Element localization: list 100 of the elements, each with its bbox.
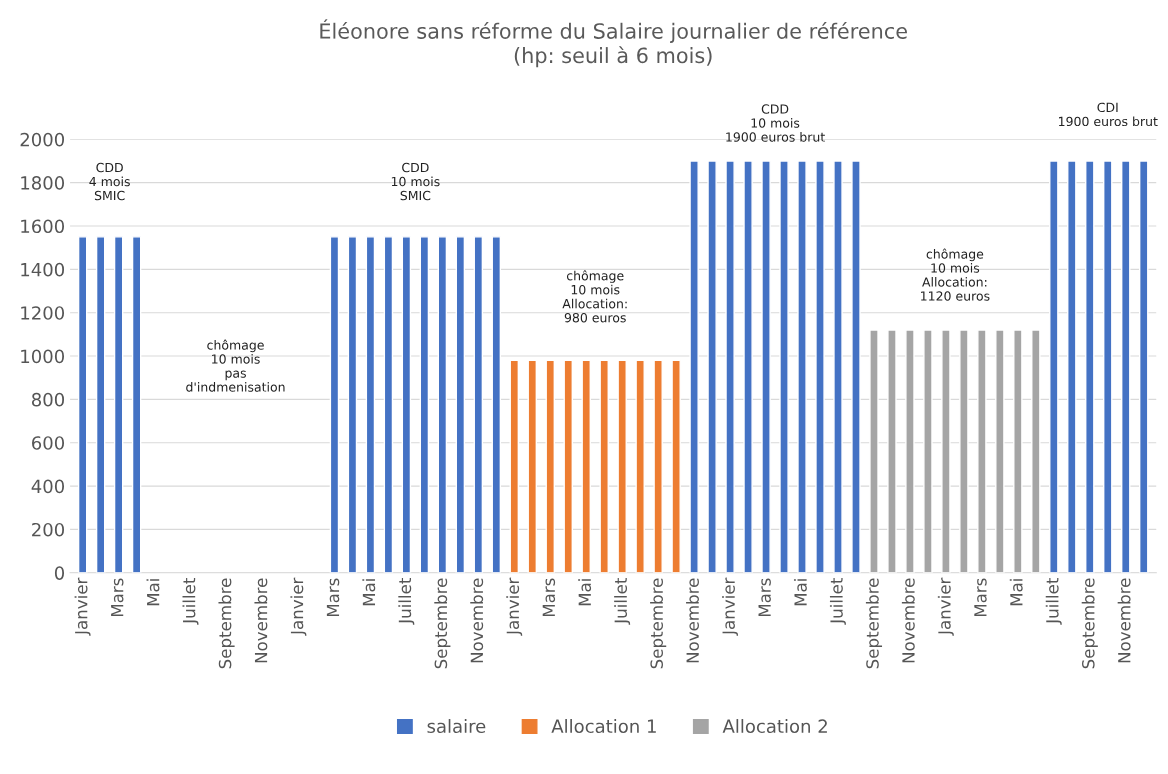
bar [1067,160,1077,573]
bar [581,359,591,573]
legend-label: Allocation 1 [551,719,656,734]
bar [851,160,861,573]
bar [977,329,987,573]
bar [95,236,106,573]
bar [653,359,663,573]
y-tick-label: 1800 [21,176,65,190]
bar [887,329,897,573]
bar [869,329,879,573]
x-tick-label: Mars [974,578,987,617]
bar [599,359,609,573]
bar [797,160,807,573]
bar [959,329,969,573]
bar [1103,160,1113,573]
annotation: CDD 4 mois SMIC [89,162,130,201]
annotation: chômage 10 mois Allocation: 1120 euros [921,248,990,301]
legend-label: salaire [427,719,486,734]
x-tick-label: Mars [326,578,340,617]
bar [617,359,627,573]
bar [1031,329,1041,573]
x-tick-label: Janvier [74,577,91,636]
y-tick-label: 200 [32,522,65,537]
y-tick-label: 1200 [21,306,65,320]
y-tick-label: 1600 [21,219,65,234]
annotation: CDD 10 mois 1900 euros brut [726,104,825,142]
x-tick-label: Septembre [1081,578,1098,669]
annotation: chômage 10 mois Allocation: 980 euros [562,270,627,323]
bar [743,160,753,573]
bar [995,329,1005,573]
bar [923,329,933,573]
bar [779,160,789,573]
x-tick-label: Mai [1009,579,1023,606]
x-tick-label: Mai [362,579,376,606]
bar [437,236,448,573]
x-tick-label: Juillet [614,578,631,625]
annotation: chômage 10 mois pas d'indmenisation [186,339,285,392]
x-tick-label: Janvier [722,577,739,636]
bar [419,236,430,573]
x-tick-label: Novembre [686,578,699,663]
bar [761,160,771,573]
bar [401,236,412,573]
bar [491,236,502,573]
x-tick-label: Juillet [398,578,415,625]
y-tick-label: 0 [54,566,65,580]
bar [545,359,555,573]
x-tick-label: Juillet [182,578,199,625]
x-tick-label: Mars [542,578,556,617]
x-tick-label: Novembre [901,578,915,663]
x-tick-label: Janvier [506,577,523,636]
bar [689,160,699,573]
y-tick-label: 2000 [20,132,65,147]
bar [383,236,394,573]
y-tick-label: 1400 [21,262,65,277]
x-tick-label: Janvier [937,577,954,636]
bar [347,236,358,573]
bar [707,160,717,573]
bar [1138,160,1149,573]
bar [527,359,538,573]
bar [905,329,915,573]
x-tick-label: Juillet [829,578,846,625]
x-tick-label: Mai [146,579,160,606]
bar [1013,329,1023,573]
bar [329,236,340,573]
bar [1121,160,1131,573]
bar [473,236,484,573]
y-tick-label: 800 [31,392,65,407]
x-tick-label: Septembre [865,578,883,669]
bar [941,329,951,573]
text: CDI 1900 euros brut [1058,102,1158,127]
legend-label: Allocation 2 [722,719,827,734]
y-tick-label: 400 [31,479,65,494]
bar [455,236,466,573]
x-tick-label: Septembre [434,578,451,669]
x-tick-label: Novembre [470,578,484,663]
bar [1085,160,1095,573]
bar [563,359,573,573]
bar [509,359,520,573]
bar [725,160,735,573]
annotation: CDD 10 mois SMIC [391,162,440,201]
bar [365,236,376,573]
bar [131,236,142,573]
bar [77,236,88,573]
bar [833,160,843,573]
x-tick-label: Mars [758,578,771,617]
bar [1049,160,1059,573]
bar [671,359,681,573]
y-tick-label: 600 [32,436,65,450]
x-tick-label: Septembre [218,578,235,669]
x-tick-label: Janvier [290,577,307,636]
bar [635,359,645,573]
chart-title: Éléonore sans réforme du Salaire journalier de référence (hp: seuil à 6 mois) [320,19,907,68]
x-tick-label: Septembre [650,578,667,669]
x-tick-label: Novembre [1117,578,1131,663]
y-tick-label: 1000 [21,349,65,364]
bar [815,160,825,573]
x-tick-label: Juillet [1045,578,1062,625]
x-tick-label: Mai [578,579,592,606]
bar [113,236,124,573]
x-tick-label: Mai [793,579,807,606]
